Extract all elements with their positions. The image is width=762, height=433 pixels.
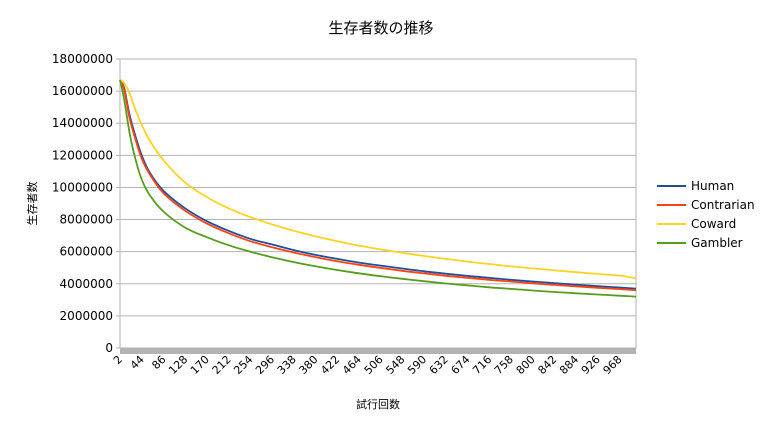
series-line-coward (119, 79, 637, 280)
x-tick-label: 632 (427, 353, 451, 377)
y-tick-label: 12000000 (52, 148, 113, 162)
x-tick-label: 464 (340, 353, 364, 377)
x-tick-label: 338 (275, 353, 299, 377)
x-tick-label: 800 (514, 353, 538, 377)
y-tick-label: 18000000 (52, 52, 113, 66)
x-tick-label: 44 (128, 353, 147, 372)
x-tick-label: 548 (383, 353, 407, 377)
x-tick-label: 674 (449, 353, 473, 377)
y-tick-label: 14000000 (52, 116, 113, 130)
x-tick-label: 716 (470, 353, 494, 377)
x-tick-label: 968 (601, 353, 625, 377)
x-tick-label: 2 (111, 353, 125, 367)
x-tick-label: 926 (579, 353, 603, 377)
y-tick-label: 4000000 (60, 277, 113, 291)
x-tick-label: 296 (253, 353, 277, 377)
x-tick-label: 842 (535, 353, 559, 377)
y-tick-label: 2000000 (60, 309, 113, 323)
x-tick-label: 506 (362, 353, 386, 377)
x-tick-label: 758 (492, 353, 516, 377)
x-tick-label: 422 (318, 353, 342, 377)
series-line-gambler (119, 79, 637, 298)
legend-label-human: Human (691, 179, 734, 193)
x-tick-label: 884 (557, 353, 581, 377)
x-tick-band (120, 348, 636, 354)
series-line-contrarian (119, 79, 637, 292)
x-axis-title: 試行回数 (356, 397, 400, 411)
plot-area (119, 58, 637, 349)
y-tick-label: 10000000 (52, 180, 113, 194)
legend-label-contrarian: Contrarian (691, 198, 755, 212)
legend-label-gambler: Gambler (691, 236, 743, 250)
y-tick-label: 8000000 (60, 213, 113, 227)
grid-lines (116, 58, 636, 349)
x-tick-label: 212 (210, 353, 234, 377)
x-tick-label: 590 (405, 353, 429, 377)
y-tick-label: 6000000 (60, 245, 113, 259)
legend-label-coward: Coward (691, 217, 736, 231)
x-tick-label: 380 (297, 353, 321, 377)
legend: Human Contrarian Coward Gambler (657, 179, 755, 250)
series-group (119, 79, 637, 298)
series-line-human (119, 79, 637, 290)
y-tick-label: 0 (105, 341, 113, 355)
y-tick-label: 16000000 (52, 84, 113, 98)
x-tick-label: 128 (166, 353, 190, 377)
x-tick-label: 86 (149, 353, 168, 372)
y-axis-title: 生存者数 (25, 182, 39, 226)
chart-title: 生存者数の推移 (328, 19, 433, 37)
x-tick-label: 254 (231, 353, 255, 377)
x-tick-label: 170 (188, 353, 212, 377)
